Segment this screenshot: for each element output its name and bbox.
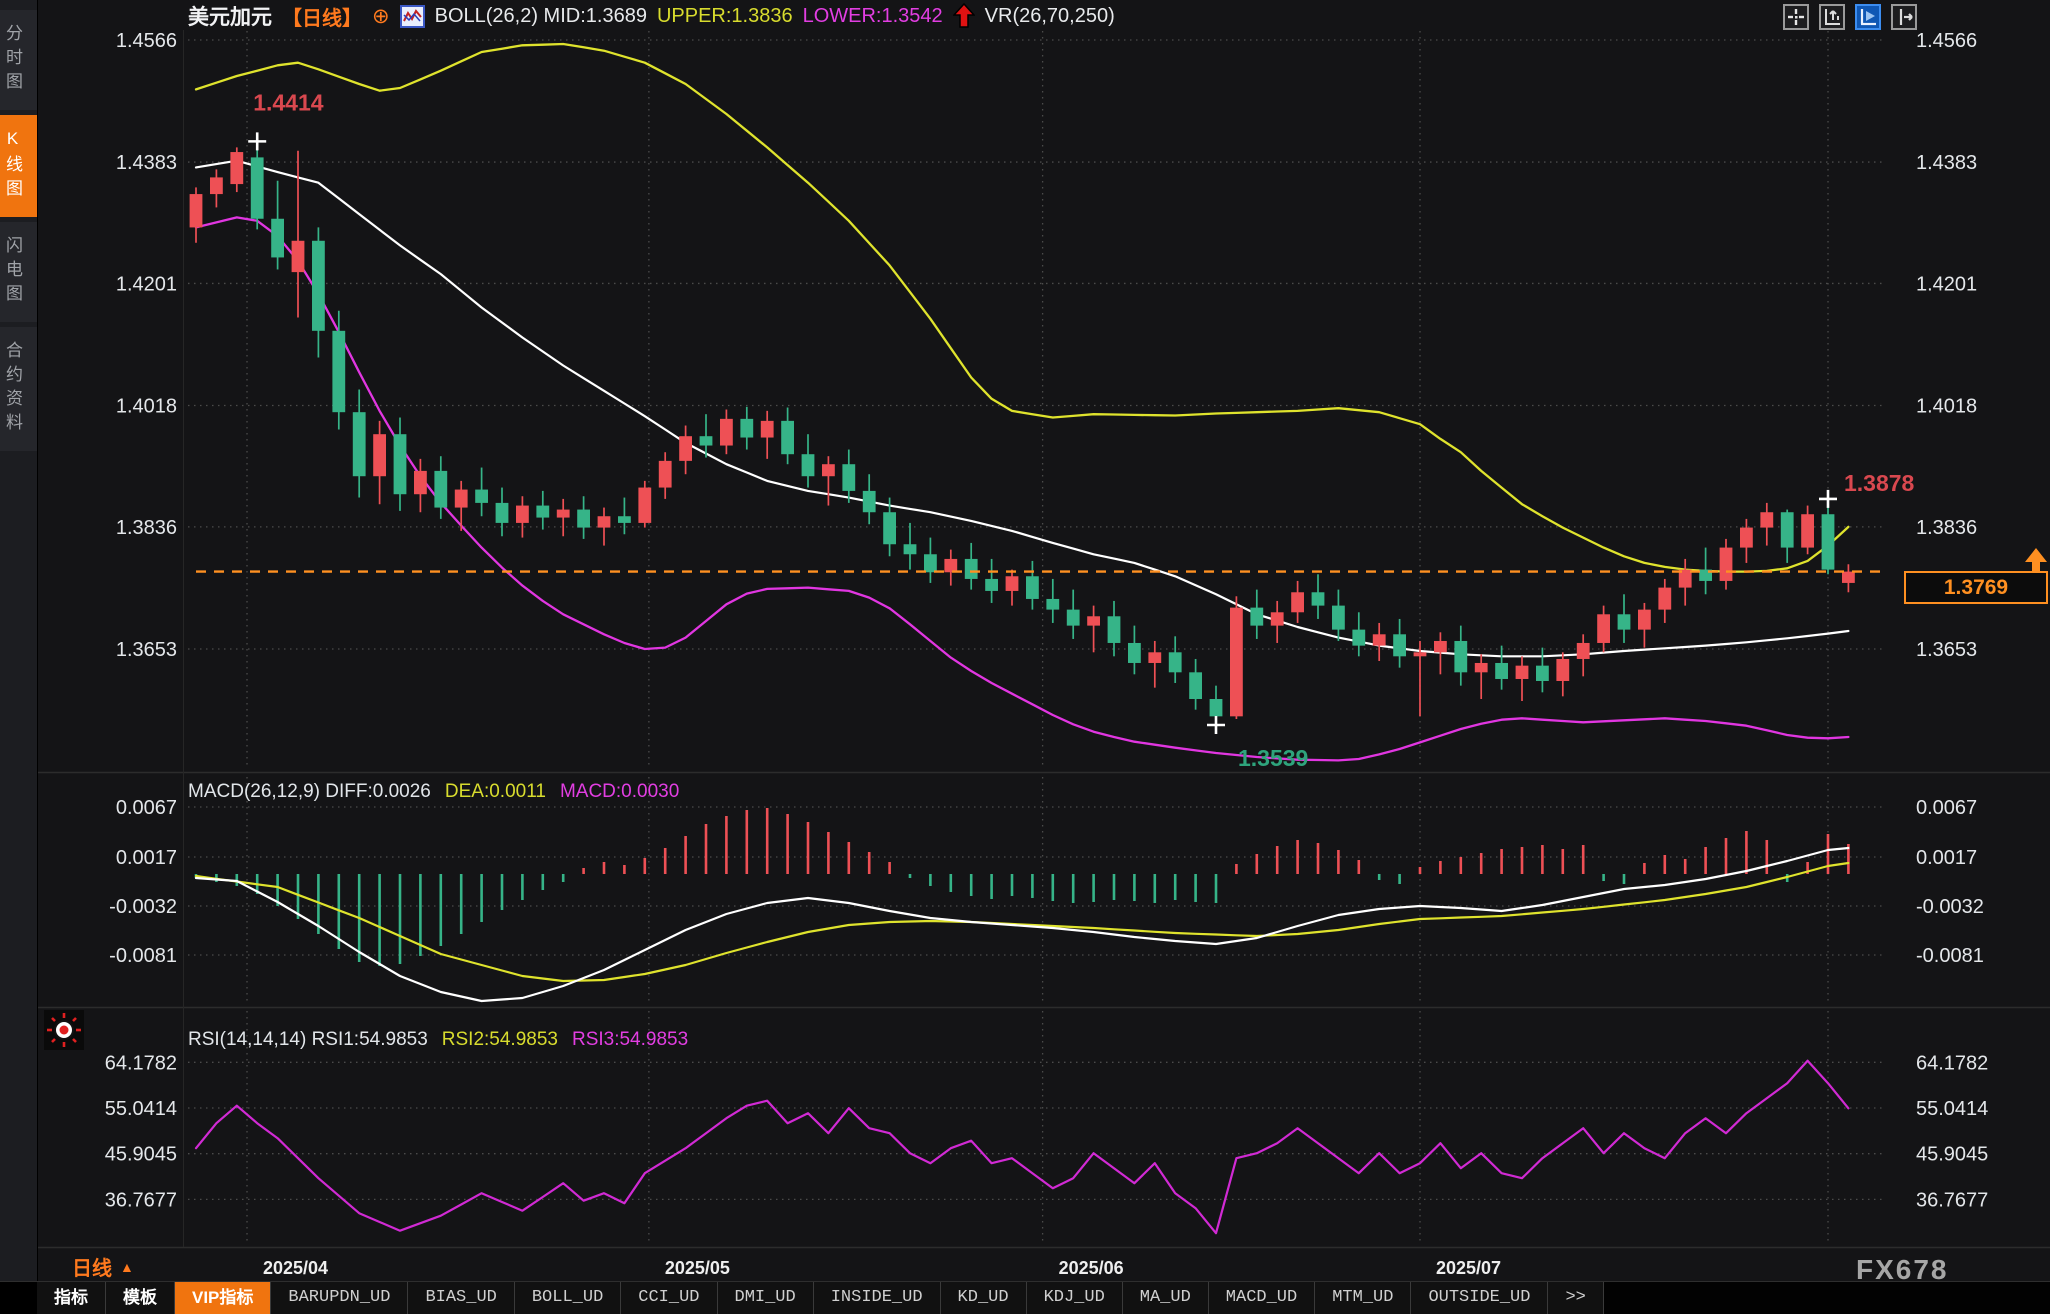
- kline-chart-icon[interactable]: [399, 4, 425, 28]
- tabbar-spacer: [0, 1282, 37, 1314]
- sidebar-tab-flash-chart[interactable]: 闪电图: [0, 222, 37, 322]
- svg-text:1.4566: 1.4566: [116, 30, 177, 52]
- svg-text:64.1782: 64.1782: [105, 1052, 177, 1074]
- bottom-tab-7[interactable]: DMI_UD: [717, 1282, 814, 1314]
- bottom-tab-2[interactable]: VIP指标: [175, 1282, 272, 1314]
- macd-histogram-layer: [194, 808, 1850, 966]
- svg-text:1.4414: 1.4414: [253, 89, 324, 115]
- boll-readout: BOLL(26,2) MID:1.3689: [434, 4, 647, 27]
- svg-text:1.3836: 1.3836: [116, 517, 177, 539]
- bottom-tab-1[interactable]: 模板: [106, 1282, 175, 1314]
- sidebar-tab-kline-chart[interactable]: K线图: [0, 115, 37, 217]
- chart-toolbar: [1783, 4, 1917, 30]
- macd-dea-readout: DEA:0.0011: [444, 781, 546, 802]
- svg-text:1.4566: 1.4566: [1916, 30, 1977, 52]
- bottom-tab-4[interactable]: BIAS_UD: [408, 1282, 515, 1314]
- svg-text:45.9045: 45.9045: [105, 1144, 177, 1166]
- svg-text:-0.0032: -0.0032: [1916, 896, 1984, 918]
- bottom-tab-8[interactable]: INSIDE_UD: [813, 1282, 941, 1314]
- svg-text:55.0414: 55.0414: [1916, 1098, 1988, 1120]
- bottom-tab-5[interactable]: BOLL_UD: [514, 1282, 622, 1314]
- sidebar-tab-contract-info[interactable]: 合约资料: [0, 327, 37, 451]
- svg-text:36.7677: 36.7677: [105, 1189, 177, 1211]
- svg-text:0.0017: 0.0017: [116, 847, 177, 869]
- rsi2-readout: RSI2:54.9853: [441, 1029, 558, 1050]
- svg-text:64.1782: 64.1782: [1916, 1052, 1988, 1074]
- bottom-tab-9[interactable]: KD_UD: [940, 1282, 1027, 1314]
- period-tag: 【日线】: [282, 7, 362, 30]
- bottom-tab-11[interactable]: MA_UD: [1122, 1282, 1209, 1314]
- shift-bars-icon[interactable]: [1891, 4, 1917, 30]
- auto-fit-axis-icon[interactable]: [1855, 4, 1881, 30]
- svg-text:2025/04: 2025/04: [263, 1258, 328, 1278]
- boll-lower-readout: LOWER:1.3542: [802, 4, 943, 27]
- sidebar: 分时图 K线图 闪电图 合约资料: [0, 0, 38, 1314]
- period-up-arrow-icon: ▲: [120, 1258, 134, 1275]
- svg-text:1.4383: 1.4383: [116, 152, 177, 174]
- rsi3-readout: RSI3:54.9853: [571, 1029, 689, 1050]
- period-label: 日线: [72, 1258, 112, 1280]
- svg-text:-0.0081: -0.0081: [1916, 945, 1984, 967]
- macd-value-readout: MACD:0.0030: [559, 781, 680, 802]
- bottom-tab-14[interactable]: OUTSIDE_UD: [1411, 1282, 1549, 1314]
- price-up-arrow-icon: [952, 3, 975, 28]
- macd-pane-header: MACD(26,12,9) DIFF:0.0026 DEA:0.0011 MAC…: [188, 780, 679, 804]
- svg-text:2025/05: 2025/05: [665, 1258, 730, 1278]
- bottom-tab-0[interactable]: 指标: [37, 1282, 106, 1314]
- svg-text:1.3653: 1.3653: [1916, 639, 1977, 661]
- svg-text:0.0067: 0.0067: [116, 797, 177, 819]
- svg-text:0.0017: 0.0017: [1916, 847, 1977, 869]
- svg-text:1.3653: 1.3653: [116, 639, 177, 661]
- svg-text:1.4201: 1.4201: [1916, 273, 1977, 295]
- chart-header: 美元加元 【日线】 ⊕ BOLL(26,2) MID:1.3689 UPPER:…: [188, 3, 1115, 30]
- svg-text:-0.0032: -0.0032: [109, 896, 177, 918]
- y-axis-scale-icon[interactable]: [1819, 4, 1845, 30]
- period-selector[interactable]: 日线 ▲: [72, 1252, 134, 1281]
- rsi-title-rsi1: RSI(14,14,14) RSI1:54.9853: [188, 1029, 428, 1050]
- rsi-pane-header: RSI(14,14,14) RSI1:54.9853 RSI2:54.9853 …: [188, 1028, 688, 1052]
- axis-labels-layer: 1.4566 1.4566 1.4383 1.4383 1.4201 1.4201 1.40…: [105, 30, 1989, 1211]
- bottom-tab-3[interactable]: BARUPDN_UD: [271, 1282, 409, 1314]
- svg-text:0.0067: 0.0067: [1916, 797, 1977, 819]
- svg-text:1.3539: 1.3539: [1238, 745, 1308, 771]
- bottom-tab-15[interactable]: >>: [1548, 1282, 1604, 1314]
- svg-text:2025/07: 2025/07: [1436, 1258, 1501, 1278]
- svg-text:1.4018: 1.4018: [1916, 396, 1977, 418]
- bottom-tab-6[interactable]: CCI_UD: [621, 1282, 718, 1314]
- grid-layer: [188, 31, 1882, 1244]
- macd-title-diff: MACD(26,12,9) DIFF:0.0026: [188, 781, 431, 802]
- svg-text:45.9045: 45.9045: [1916, 1144, 1988, 1166]
- svg-text:1.4018: 1.4018: [116, 396, 177, 418]
- add-indicator-icon[interactable]: ⊕: [372, 4, 390, 28]
- svg-text:1.4201: 1.4201: [116, 273, 177, 295]
- sidebar-tab-timeshare-chart[interactable]: 分时图: [0, 10, 37, 110]
- watermark-logo: FX678: [1856, 1254, 1949, 1285]
- alert-sun-icon[interactable]: [44, 1010, 84, 1050]
- crosshair-pan-icon[interactable]: [1783, 4, 1809, 30]
- svg-text:1.3836: 1.3836: [1916, 517, 1977, 539]
- boll-upper-readout: UPPER:1.3836: [656, 4, 793, 27]
- candles-layer: [189, 141, 1855, 726]
- current-price-box: 1.3769: [1904, 571, 2048, 604]
- vr-readout: VR(26,70,250): [984, 4, 1115, 27]
- bottom-tab-10[interactable]: KDJ_UD: [1026, 1282, 1123, 1314]
- bottom-tab-12[interactable]: MACD_UD: [1208, 1282, 1316, 1314]
- svg-text:1.4383: 1.4383: [1916, 152, 1977, 174]
- svg-text:-0.0081: -0.0081: [109, 945, 177, 967]
- price-alert-arrow-icon: [2025, 548, 2047, 572]
- svg-text:55.0414: 55.0414: [105, 1098, 177, 1120]
- svg-text:36.7677: 36.7677: [1916, 1189, 1988, 1211]
- svg-text:2025/06: 2025/06: [1059, 1258, 1124, 1278]
- symbol-title: 美元加元: [188, 6, 272, 29]
- indicator-tabbar: 指标 模板 VIP指标 BARUPDN_UD BIAS_UD BOLL_UD CCI_UD D…: [0, 1281, 2050, 1314]
- svg-text:1.3878: 1.3878: [1844, 470, 1915, 496]
- bottom-tab-13[interactable]: MTM_UD: [1315, 1282, 1412, 1314]
